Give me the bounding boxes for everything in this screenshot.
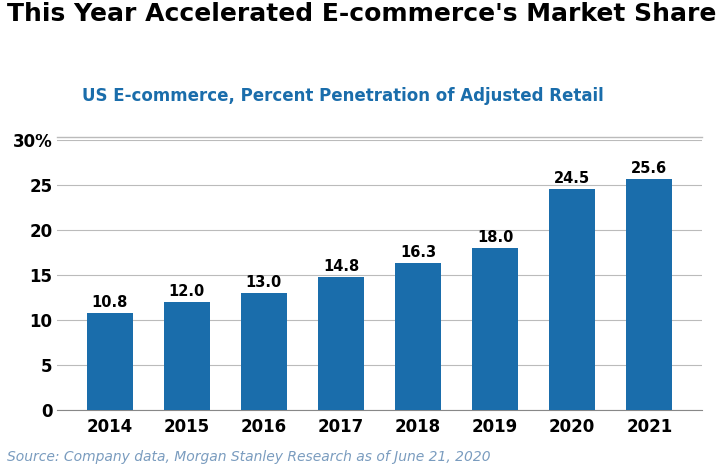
Bar xyxy=(318,277,364,410)
Text: 24.5: 24.5 xyxy=(554,171,590,186)
Text: 14.8: 14.8 xyxy=(323,259,359,274)
Text: 10.8: 10.8 xyxy=(92,295,128,309)
Bar xyxy=(241,293,287,410)
Bar xyxy=(472,248,518,410)
Bar xyxy=(395,263,441,410)
Text: 16.3: 16.3 xyxy=(400,245,436,260)
Text: 12.0: 12.0 xyxy=(169,284,205,299)
Bar xyxy=(549,189,595,410)
Text: 13.0: 13.0 xyxy=(246,275,282,290)
Bar xyxy=(87,313,133,410)
Text: This Year Accelerated E-commerce's Market Share: This Year Accelerated E-commerce's Marke… xyxy=(7,2,716,27)
Text: US E-commerce, Percent Penetration of Adjusted Retail: US E-commerce, Percent Penetration of Ad… xyxy=(82,87,604,105)
Bar xyxy=(164,302,210,410)
Bar xyxy=(626,179,672,410)
Text: 25.6: 25.6 xyxy=(632,161,667,176)
Text: Source: Company data, Morgan Stanley Research as of June 21, 2020: Source: Company data, Morgan Stanley Res… xyxy=(7,450,490,464)
Text: 18.0: 18.0 xyxy=(477,230,513,245)
